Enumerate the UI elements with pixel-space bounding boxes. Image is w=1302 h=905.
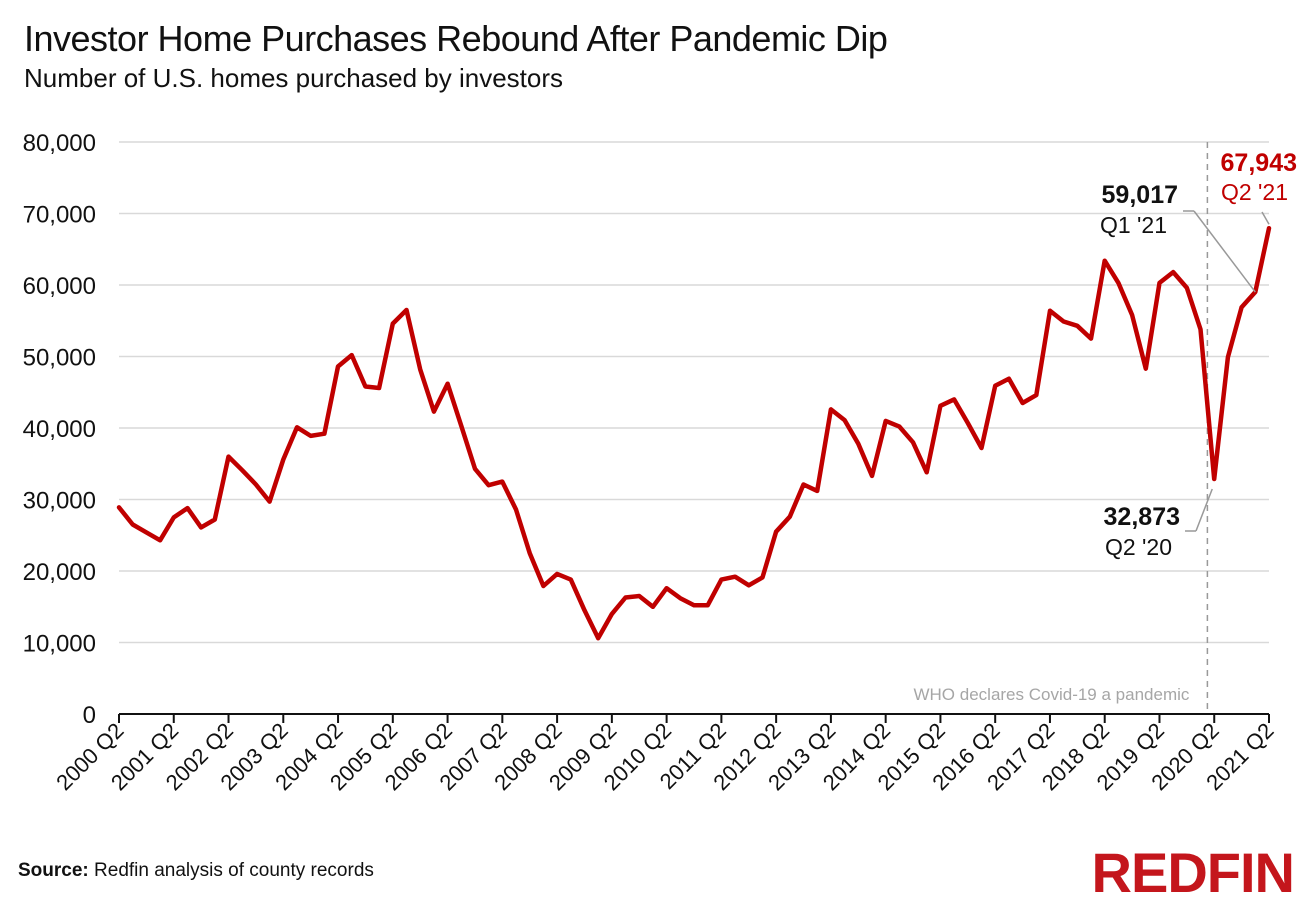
chart-subtitle: Number of U.S. homes purchased by invest… [24,63,564,93]
y-tick-label: 0 [83,702,96,729]
source-text: Redfin analysis of county records [94,860,374,881]
chart-title: Investor Home Purchases Rebound After Pa… [24,18,888,59]
y-tick-label: 40,000 [23,416,96,443]
y-tick-label: 60,000 [23,273,96,300]
leader-line [1193,210,1256,293]
leader-line [1195,488,1213,532]
annotation-value: 32,873 [1104,503,1180,531]
leader-line [1261,211,1270,225]
y-tick-label: 80,000 [23,130,96,157]
annotation-label: Q1 '21 [1100,212,1167,238]
annotation-label: Q2 '20 [1105,534,1172,560]
y-tick-label: 70,000 [23,202,96,229]
y-tick-label: 20,000 [23,559,96,586]
series-line-investor-purchases [116,225,1272,641]
y-tick-label: 30,000 [23,488,96,515]
annotation-value: 67,943 [1221,149,1297,177]
y-tick-label: 10,000 [23,631,96,658]
redfin-logo: REDFIN [1091,841,1295,904]
pandemic-event-label: WHO declares Covid-19 a pandemic [913,685,1189,704]
source-note: Source: Redfin analysis of county record… [18,860,374,882]
annotation-value: 59,017 [1102,181,1178,209]
y-tick-label: 50,000 [23,345,96,372]
y-axis: 0 10,000 20,000 30,000 40,000 50,000 60,000 70,… [23,130,96,729]
series-group [116,225,1272,641]
grid-lines [119,141,1269,644]
annotation-label: Q2 '21 [1221,179,1288,205]
source-label: Source: [18,860,89,881]
